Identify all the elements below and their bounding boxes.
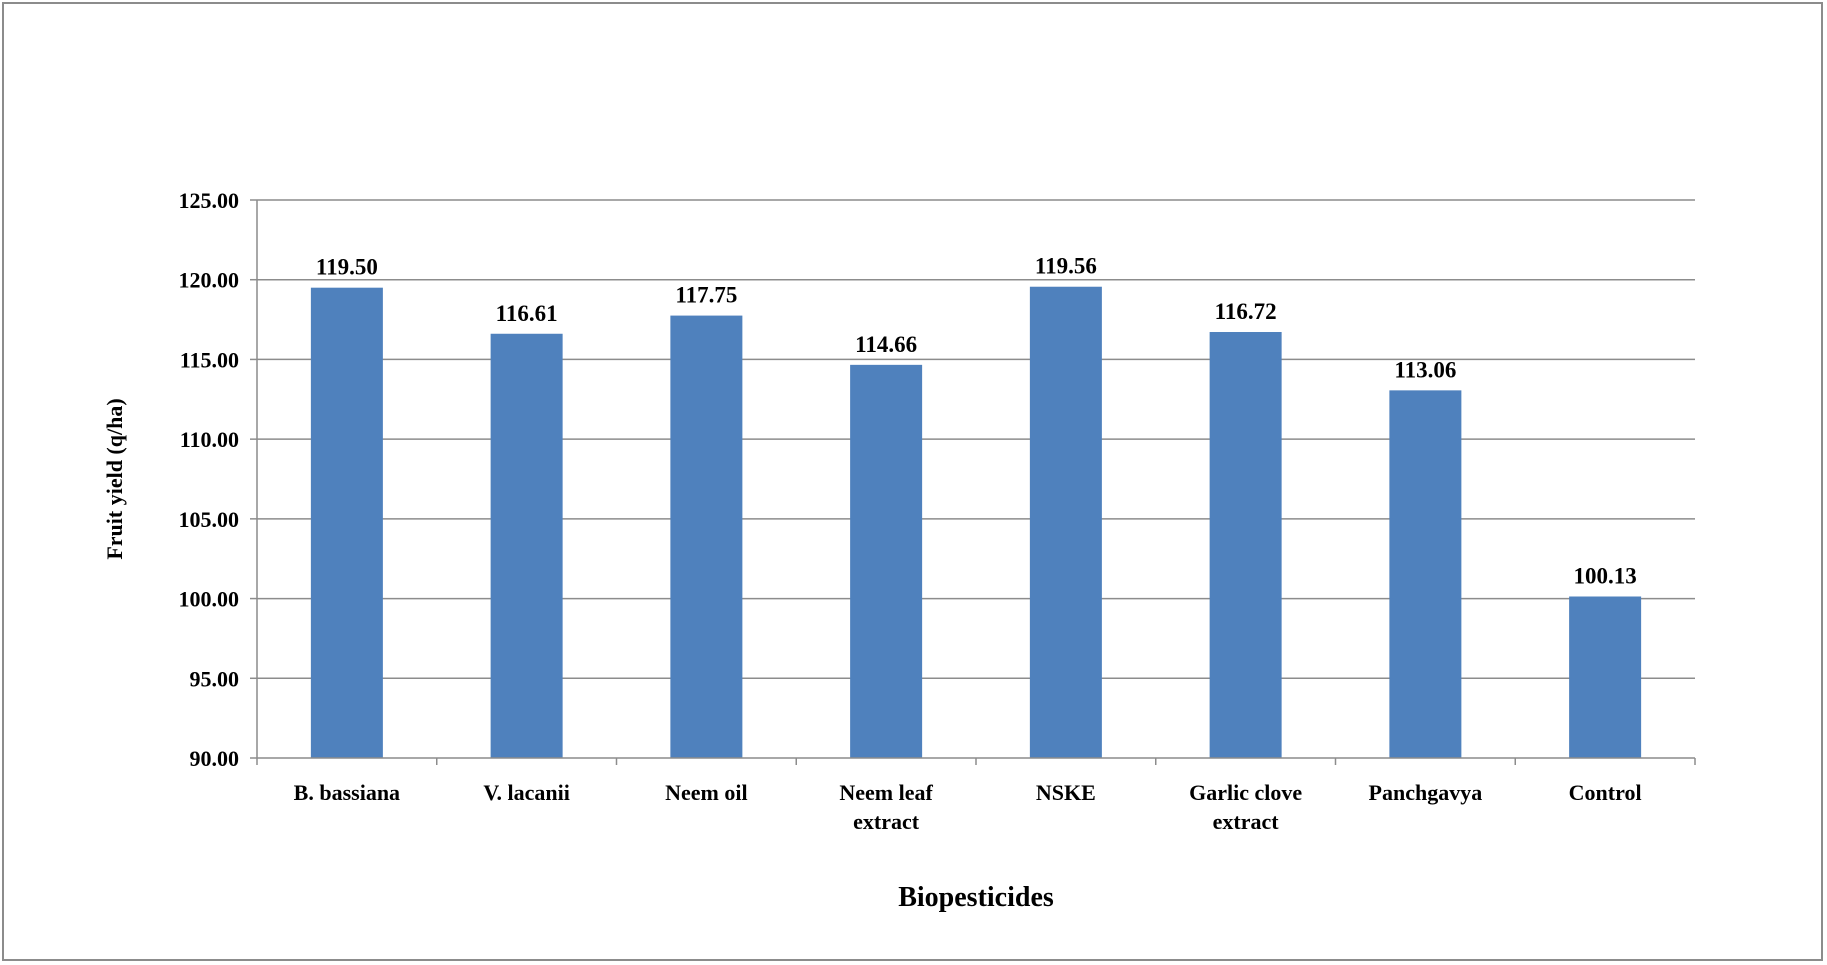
- x-tick-label: extract: [853, 809, 920, 834]
- data-label: 100.13: [1574, 563, 1637, 588]
- y-tick-label: 115.00: [180, 347, 239, 372]
- data-labels: 119.50 116.61 117.75 114.66 119.56 116.72 113.…: [316, 254, 1637, 589]
- x-tick-label: extract: [1213, 809, 1280, 834]
- y-tick-label: 110.00: [180, 427, 239, 452]
- x-tick-labels: B. bassiana V. lacanii Neem oil Neem leaf ex…: [294, 780, 1642, 834]
- y-tick-label: 105.00: [179, 507, 240, 532]
- x-tick-label: Garlic clove: [1189, 780, 1302, 805]
- x-tick-label: Neem oil: [665, 780, 747, 805]
- bar: [1569, 596, 1642, 758]
- y-tick-label: 120.00: [179, 268, 240, 293]
- data-label: 119.50: [316, 255, 378, 280]
- bars: [310, 286, 1642, 758]
- y-tick-label: 100.00: [179, 587, 240, 612]
- bar: [1029, 286, 1102, 758]
- data-label: 114.66: [855, 332, 917, 357]
- data-label: 119.56: [1035, 254, 1097, 279]
- x-tick-label: NSKE: [1036, 780, 1096, 805]
- gridlines: [257, 199, 1695, 680]
- bar: [1209, 332, 1282, 758]
- y-tick-labels: 90.00 95.00 100.00 105.00 110.00 115.00 120.00…: [179, 188, 240, 771]
- bar: [310, 287, 383, 758]
- data-label: 116.72: [1215, 299, 1277, 324]
- bar: [850, 364, 923, 758]
- y-tick-label: 95.00: [190, 666, 240, 691]
- axes: [250, 199, 1696, 765]
- y-axis-title: Fruit yield (q/ha): [102, 398, 127, 559]
- data-label: 113.06: [1394, 357, 1456, 382]
- y-tick-label: 125.00: [179, 188, 240, 213]
- x-tick-label: Panchgavya: [1369, 780, 1483, 805]
- bar: [670, 315, 743, 758]
- data-label: 117.75: [675, 283, 737, 308]
- bar: [1389, 390, 1462, 758]
- x-tick-label: B. bassiana: [294, 780, 400, 805]
- x-tick-label: Control: [1569, 780, 1642, 805]
- x-axis-title: Biopesticides: [898, 882, 1054, 913]
- data-label: 116.61: [496, 301, 558, 326]
- x-tick-label: Neem leaf: [839, 780, 933, 805]
- x-tick-label: V. lacanii: [483, 780, 569, 805]
- y-tick-label: 90.00: [190, 746, 240, 771]
- bar: [490, 333, 563, 758]
- bar-chart: 90.00 95.00 100.00 105.00 110.00 115.00 120.00…: [102, 188, 1696, 913]
